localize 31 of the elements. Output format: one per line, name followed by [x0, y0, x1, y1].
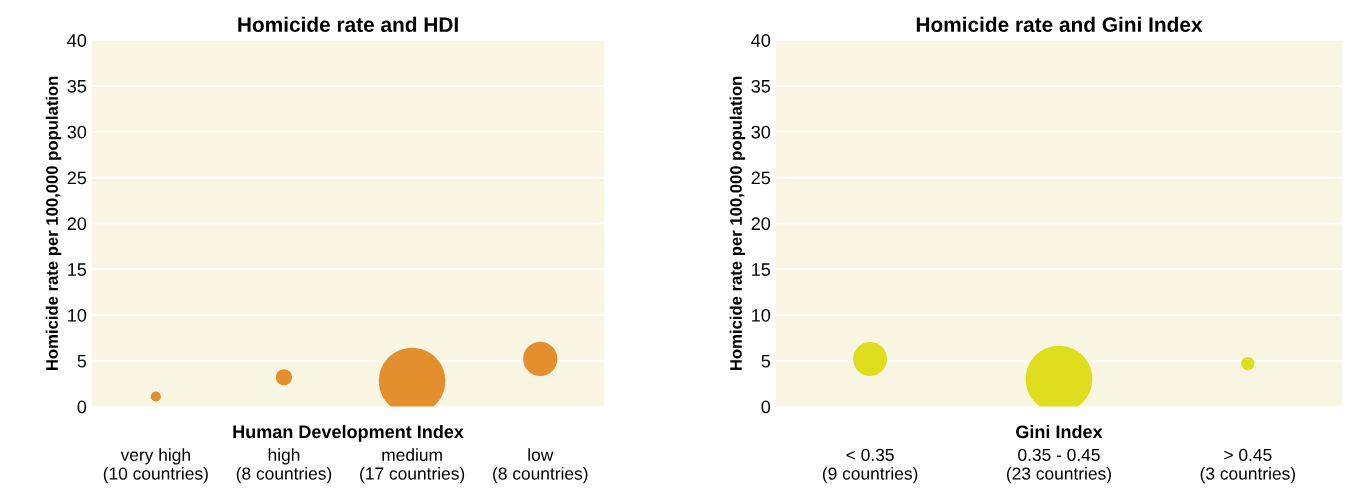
y-tick-label: 5	[77, 354, 87, 368]
x-tick-label: high (8 countries)	[236, 448, 332, 484]
y-tick-label: 40	[751, 34, 771, 47]
y-tick-label: 10	[68, 308, 87, 322]
x-axis-title: Human Development Index	[233, 424, 464, 442]
x-tick-label: 0.35 - 0.45 (23 countries)	[1006, 448, 1111, 484]
y-tick-label: 20	[67, 217, 87, 231]
y-tick-label: 20	[751, 217, 771, 231]
x-tick-label: > 0.45 (3 countries)	[1200, 448, 1295, 484]
y-tick-label: 15	[68, 263, 87, 276]
y-axis-title: Homicide rate per 100,000 population	[45, 76, 62, 370]
x-tick-label: very high (10 countries)	[103, 448, 208, 484]
y-tick-label: 25	[751, 171, 771, 185]
y-tick-label: 25	[67, 171, 87, 185]
y-tick-label: 30	[67, 125, 87, 139]
x-axis-title: Gini Index	[1016, 424, 1103, 439]
x-tick-label: low (8 countries)	[493, 448, 588, 484]
y-tick-label: 15	[752, 263, 771, 276]
x-tick-label: medium (17 countries)	[360, 448, 465, 484]
y-tick-label: 30	[751, 125, 771, 139]
y-tick-label: 0	[77, 400, 87, 414]
chart-title: Homicide rate and HDI	[238, 16, 458, 33]
y-axis-title: Homicide rate per 100,000 population	[729, 76, 746, 370]
y-tick-label: 10	[752, 308, 771, 322]
chart-title: Homicide rate and Gini Index	[916, 16, 1203, 33]
y-tick-label: 35	[67, 79, 87, 93]
x-tick-label: < 0.35 (9 countries)	[822, 448, 918, 484]
y-tick-label: 0	[761, 400, 771, 414]
y-tick-label: 35	[751, 79, 771, 93]
y-tick-label: 40	[67, 34, 87, 47]
y-tick-label: 5	[761, 354, 771, 368]
